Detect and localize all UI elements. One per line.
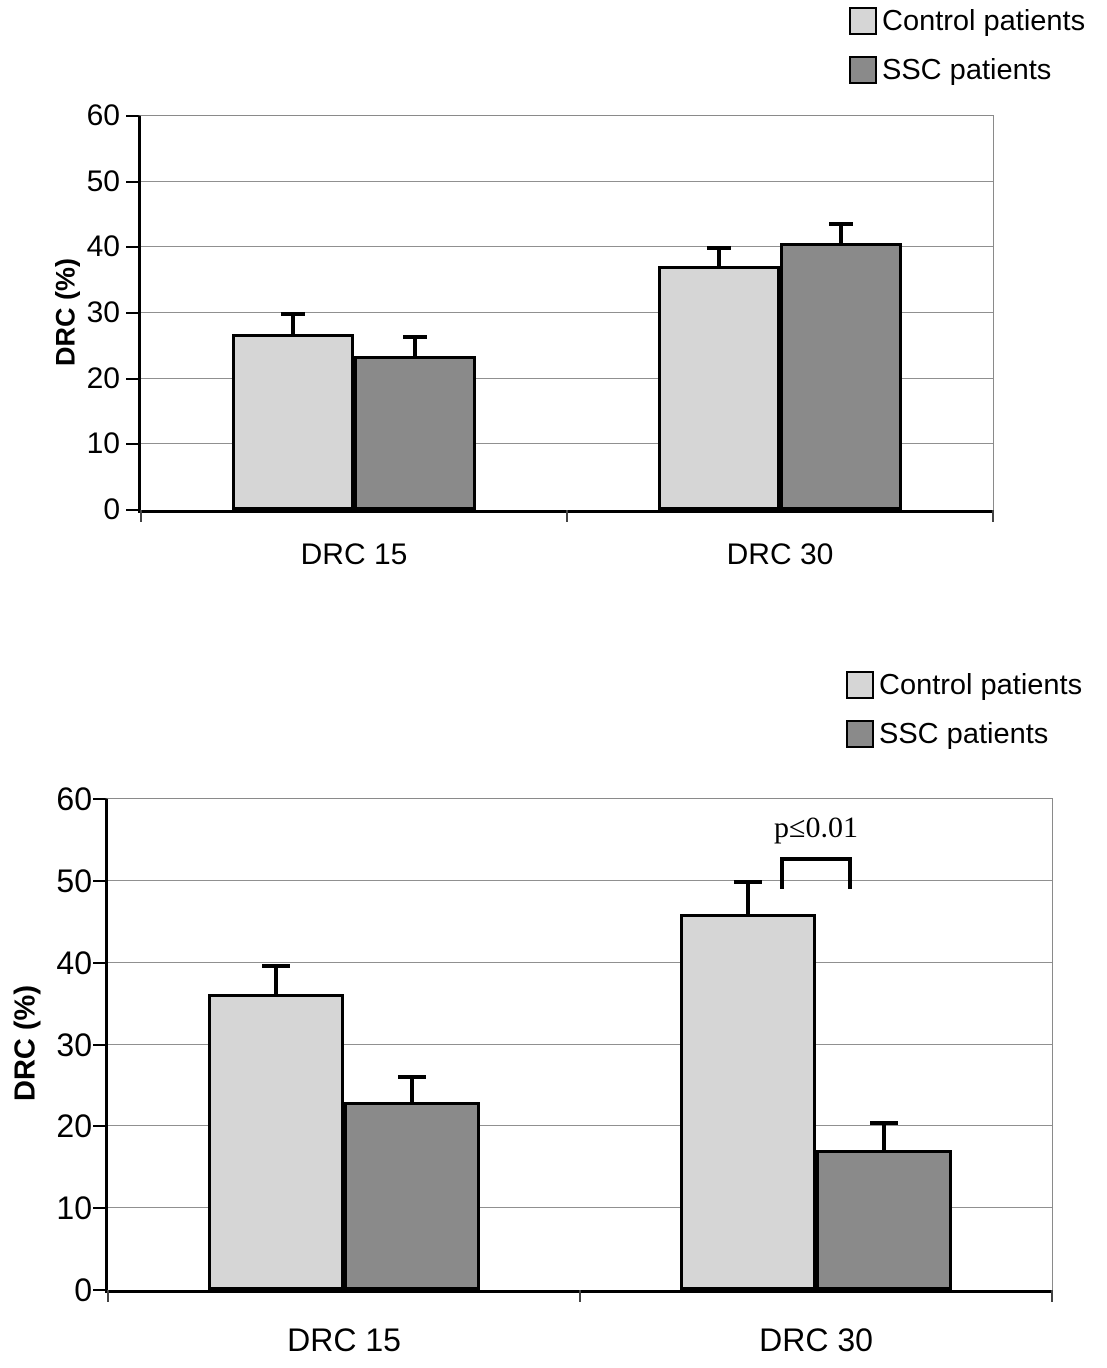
error-bar-cap — [829, 222, 853, 227]
y-tick-label-30: 30 — [56, 1026, 92, 1063]
legend-swatch-ssc — [846, 720, 874, 748]
y-tick-label-0: 0 — [74, 1272, 92, 1308]
legend-item-ssc: SSC patients — [846, 719, 1082, 749]
legend-top-chart: Control patients SSC patients — [849, 6, 1085, 85]
y-tick-60 — [93, 798, 105, 800]
bar-DRC15-control — [232, 334, 354, 510]
y-tick-50 — [93, 879, 105, 882]
legend-label-ssc: SSC patients — [882, 54, 1052, 86]
y-tick-10 — [93, 1207, 105, 1210]
legend-bottom-chart: Control patients SSC patients — [846, 670, 1082, 749]
bar-DRC15-control — [208, 993, 344, 1290]
x-category-label: DRC 30 — [726, 538, 834, 571]
y-tick-label-0: 0 — [103, 493, 120, 526]
y-tick-label-50: 50 — [86, 164, 120, 198]
gridline-10 — [141, 443, 993, 445]
gridline-30 — [141, 312, 993, 313]
gridline-40 — [108, 961, 1052, 963]
x-tick-1 — [566, 510, 568, 522]
error-bar-cap — [403, 334, 427, 339]
y-tick-40 — [93, 961, 105, 964]
bar-DRC30-control — [658, 266, 780, 510]
error-bar-stem — [410, 1075, 414, 1103]
gridline-20 — [108, 1125, 1052, 1127]
y-tick-50 — [126, 180, 138, 183]
significance-bracket — [780, 857, 852, 889]
y-tick-label-60: 60 — [86, 99, 120, 132]
error-bar-cap — [870, 1121, 898, 1126]
x-category-label: DRC 15 — [287, 1322, 401, 1358]
y-tick-10 — [126, 443, 138, 446]
error-bar-stem — [274, 965, 278, 995]
y-tick-40 — [126, 246, 138, 249]
error-bar-stem — [882, 1122, 886, 1152]
y-tick-20 — [93, 1125, 105, 1128]
bar-DRC30-control — [680, 914, 816, 1290]
legend-item-control: Control patients — [846, 670, 1082, 700]
gridline-50 — [108, 879, 1052, 881]
error-bar-cap — [262, 964, 290, 969]
error-bar-cap — [398, 1074, 426, 1079]
bar-DRC30-ssc — [780, 242, 902, 510]
y-tick-label-40: 40 — [86, 230, 120, 264]
legend-label-control: Control patients — [882, 5, 1086, 37]
plot-area-bottom: 0 10 20 30 40 50 60 DRC 15 DRC 30 p≤0.01 — [56, 782, 1053, 1358]
plot-area-top: 0 10 20 30 40 50 60 DRC 15 DRC 30 — [87, 99, 994, 571]
error-bar-stem — [413, 336, 417, 357]
x-tick-2 — [1051, 1290, 1053, 1302]
error-bar-stem — [839, 223, 843, 244]
gridline-20 — [141, 377, 993, 379]
error-bar-stem — [746, 880, 750, 916]
bar-DRC15-ssc — [354, 355, 476, 510]
gridline-30 — [108, 1043, 1052, 1045]
y-tick-label-20: 20 — [86, 361, 120, 395]
bar-DRC30-ssc — [816, 1150, 952, 1290]
y-tick-label-10: 10 — [86, 427, 120, 461]
gridline-10 — [108, 1207, 1052, 1209]
x-tick-1 — [579, 1290, 581, 1302]
x-tick-0 — [140, 510, 142, 522]
legend-swatch-control — [846, 671, 874, 699]
error-bar-cap — [707, 246, 731, 251]
y-tick-label-20: 20 — [56, 1108, 92, 1145]
p-value-annotation: p≤0.01 — [774, 811, 858, 844]
x-tick-2 — [992, 510, 994, 522]
y-tick-30 — [126, 312, 138, 314]
y-tick-60 — [126, 115, 138, 117]
y-tick-20 — [126, 377, 138, 380]
x-category-label: DRC 30 — [759, 1322, 873, 1358]
x-category-label: DRC 15 — [300, 538, 408, 571]
y-tick-0 — [93, 1289, 105, 1291]
legend-label-control: Control patients — [879, 669, 1083, 701]
legend-swatch-ssc — [849, 56, 877, 84]
y-tick-label-30: 30 — [86, 296, 120, 329]
x-tick-0 — [107, 1290, 109, 1302]
legend-item-control: Control patients — [849, 6, 1085, 36]
bar-DRC15-ssc — [344, 1101, 480, 1290]
error-bar-cap — [734, 879, 762, 884]
y-tick-label-10: 10 — [56, 1190, 92, 1227]
y-tick-30 — [93, 1043, 105, 1046]
y-tick-label-50: 50 — [56, 862, 92, 899]
gridline-40 — [141, 246, 993, 248]
error-bar-stem — [717, 247, 721, 268]
error-bar-stem — [291, 313, 295, 336]
error-bar-cap — [281, 312, 305, 316]
legend-swatch-control — [849, 7, 877, 35]
legend-item-ssc: SSC patients — [849, 55, 1085, 85]
y-tick-label-60: 60 — [56, 781, 92, 817]
legend-label-ssc: SSC patients — [879, 718, 1049, 750]
y-tick-0 — [126, 509, 138, 511]
y-tick-label-40: 40 — [56, 944, 92, 981]
gridline-50 — [141, 180, 993, 182]
